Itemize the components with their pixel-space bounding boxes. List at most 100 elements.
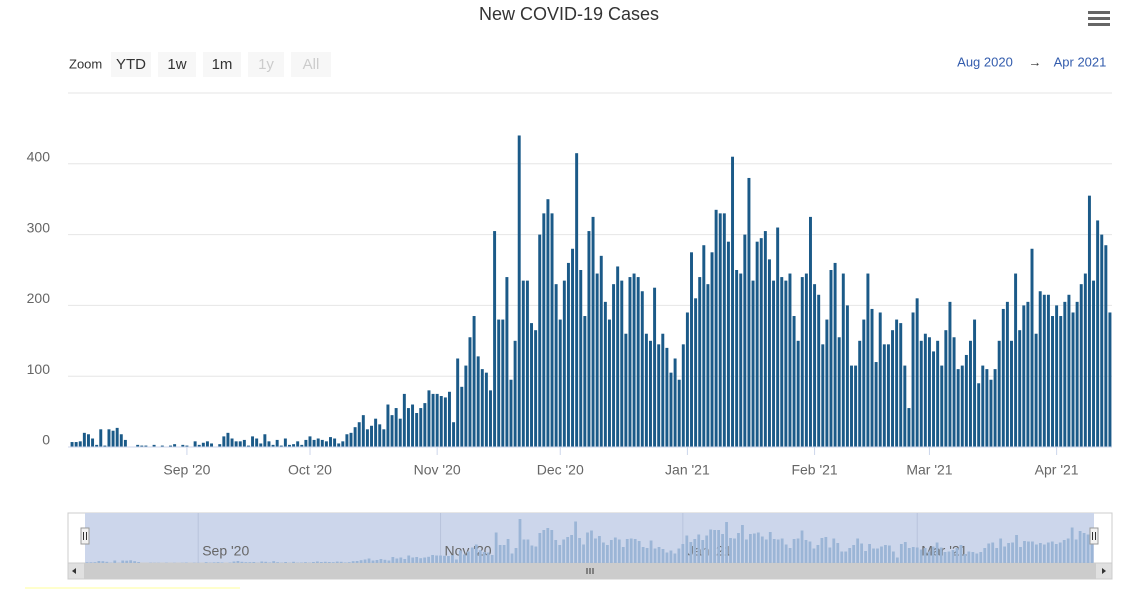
- navigator-bar: [1035, 544, 1038, 563]
- bar: [944, 330, 948, 447]
- bar: [349, 432, 353, 447]
- navigator-bar: [1027, 541, 1030, 563]
- zoom-button[interactable]: [111, 52, 151, 77]
- bar: [1038, 291, 1042, 447]
- bar: [804, 273, 808, 447]
- navigator-handle[interactable]: [80, 527, 90, 545]
- scroll-left-arrow[interactable]: [72, 568, 76, 574]
- bar: [144, 445, 148, 447]
- bar: [776, 227, 780, 447]
- bar: [690, 252, 693, 447]
- zoom-button[interactable]: [248, 52, 284, 77]
- navigator-bar: [828, 547, 832, 563]
- navigator-bar: [423, 557, 427, 563]
- navigator-bar: [741, 525, 744, 563]
- navigator-bar: [784, 544, 788, 563]
- navigator-bar: [125, 560, 129, 563]
- navigator-bar: [1070, 527, 1074, 563]
- navigator-bar: [947, 551, 951, 563]
- navigator-bar: [665, 552, 669, 563]
- navigator-bar: [907, 548, 911, 563]
- scroll-right-arrow[interactable]: [1102, 568, 1106, 574]
- navigator-bar: [411, 557, 415, 563]
- bar: [579, 270, 583, 447]
- bar: [447, 391, 451, 447]
- navigator-bar: [272, 561, 276, 563]
- bar: [279, 445, 283, 447]
- bar: [985, 369, 989, 447]
- navigator-bar: [462, 554, 466, 563]
- bar: [238, 441, 242, 447]
- navigator-bar: [1086, 534, 1090, 563]
- zoom-button[interactable]: [203, 52, 241, 77]
- bar: [111, 430, 115, 447]
- navigator-bar: [478, 550, 482, 563]
- navigator-bar: [780, 538, 784, 563]
- zoom-button-label: YTD: [116, 56, 146, 73]
- bar: [1022, 305, 1026, 447]
- bar: [439, 396, 443, 447]
- bar: [788, 273, 792, 447]
- navigator-bar: [101, 561, 105, 563]
- bar: [739, 273, 743, 447]
- bar: [911, 312, 915, 447]
- bar: [70, 442, 74, 447]
- bar: [374, 418, 378, 447]
- bar: [698, 277, 702, 447]
- bar: [665, 347, 669, 447]
- navigator-bar: [391, 557, 395, 563]
- bar: [287, 444, 291, 447]
- navigator-bar: [816, 545, 820, 563]
- navigator-bar: [216, 562, 220, 563]
- navigator-bar: [737, 533, 740, 563]
- bar: [78, 441, 82, 447]
- bar: [534, 330, 538, 447]
- navigator-bar: [963, 554, 967, 563]
- navigator-bar: [661, 549, 665, 563]
- bar: [640, 291, 644, 447]
- y-tick-label: 100: [27, 361, 51, 377]
- zoom-button[interactable]: [291, 52, 331, 77]
- navigator-bar: [760, 536, 764, 563]
- navigator-bar: [812, 548, 816, 563]
- bar: [817, 294, 821, 447]
- navigator-bar: [232, 561, 236, 563]
- bar: [903, 365, 907, 447]
- navigator-bar: [693, 539, 697, 563]
- bar: [361, 415, 365, 447]
- bar: [476, 356, 480, 447]
- navigator-bar: [927, 551, 931, 563]
- scroll-grip: [586, 568, 594, 574]
- navigator-handle[interactable]: [1089, 527, 1099, 545]
- bar: [607, 319, 611, 447]
- bar: [1018, 330, 1022, 447]
- navigator-bar: [951, 550, 955, 563]
- navigator-bar: [836, 543, 840, 563]
- bar: [550, 213, 554, 447]
- navigator-bar: [347, 562, 351, 563]
- navigator-bar: [518, 519, 522, 563]
- bar: [497, 319, 501, 447]
- bar: [1100, 234, 1104, 447]
- navigator-bar: [657, 547, 661, 563]
- bar: [1075, 301, 1079, 447]
- bar: [735, 270, 739, 447]
- navigator-bar: [470, 547, 474, 563]
- navigator-bar: [248, 562, 252, 563]
- navigator-bar: [832, 538, 836, 563]
- bar: [1067, 294, 1071, 447]
- range-from[interactable]: Aug 2020: [957, 54, 1013, 69]
- navigator-bar: [582, 544, 585, 563]
- navigator-bar: [617, 539, 621, 563]
- bar: [74, 442, 78, 447]
- navigator-bar: [1082, 533, 1086, 563]
- menu-button[interactable]: [1088, 11, 1110, 26]
- bar: [324, 441, 328, 447]
- range-to[interactable]: Apr 2021: [1054, 54, 1107, 69]
- navigator-bar: [788, 548, 792, 563]
- navigator-bar: [645, 548, 649, 563]
- navigator-bar: [431, 555, 434, 563]
- bar: [628, 277, 632, 447]
- navigator-bar: [351, 561, 355, 563]
- zoom-button[interactable]: [158, 52, 196, 77]
